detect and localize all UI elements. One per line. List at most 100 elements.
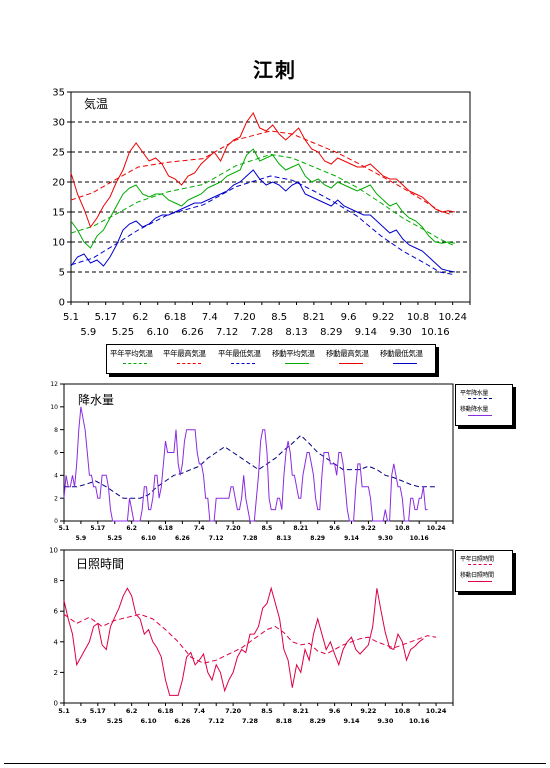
x-tick-label: 7.20 bbox=[225, 707, 242, 715]
legend-moving-max-label: 移動最高気温 bbox=[326, 349, 369, 358]
x-tick-label: 8.21 bbox=[303, 312, 325, 323]
y-tick-label: 10 bbox=[49, 546, 58, 554]
x-tick-label: 9.22 bbox=[360, 707, 376, 715]
y-tick-label: 0 bbox=[54, 518, 58, 525]
legend-normal-max-swatch bbox=[177, 363, 201, 364]
legend-normal-avg-swatch bbox=[123, 363, 147, 364]
x-tick-label: 8.5 bbox=[271, 312, 287, 323]
x-tick-label: 8.21 bbox=[293, 707, 310, 715]
x-tick-label: 10.24 bbox=[427, 525, 446, 532]
x-tick-label: 6.10 bbox=[141, 535, 156, 542]
x-tick-label: 7.4 bbox=[202, 312, 218, 323]
x-tick-label: 10.16 bbox=[410, 535, 429, 542]
sunshine-legend: 平年日照時間 移動日照時間 bbox=[455, 550, 513, 592]
y-tick-label: 8 bbox=[54, 427, 58, 434]
y-tick-label: 15 bbox=[52, 208, 65, 219]
chart-panel-0: 0 5 10 15 20 25 30 35 5.1 5.17 6.2 6.18 7.4 7.20 8.5 8.… bbox=[52, 88, 471, 338]
legend-normal-avg-label: 平年平均気温 bbox=[110, 349, 153, 358]
y-tick-label: 12 bbox=[50, 381, 58, 388]
series-line-2 bbox=[70, 175, 453, 275]
x-tick-label: 5.25 bbox=[107, 717, 124, 725]
x-tick-label: 9.22 bbox=[372, 312, 394, 323]
x-tick-label: 6.26 bbox=[181, 327, 203, 338]
series-line-1 bbox=[63, 586, 424, 696]
legend-precip-moving-label: 移動降水量 bbox=[460, 406, 489, 413]
x-tick-label: 9.14 bbox=[343, 717, 360, 725]
x-tick-label: 5.9 bbox=[75, 717, 87, 725]
legend-moving-min-swatch bbox=[393, 363, 417, 364]
x-tick-label: 8.29 bbox=[310, 717, 327, 725]
x-tick-label: 7.28 bbox=[242, 717, 259, 725]
legend-precip-normal-label: 平年降水量 bbox=[460, 390, 489, 397]
x-tick-label: 9.30 bbox=[378, 535, 393, 542]
y-tick-label: 35 bbox=[52, 88, 65, 99]
y-tick-label: 6 bbox=[54, 608, 59, 616]
legend-sun-normal-swatch bbox=[468, 564, 492, 565]
y-tick-label: 2 bbox=[54, 669, 58, 677]
temperature-legend: 平年平均気温 平年最高気温 平年最低気温 移動平均気温 移動最高気温 移動最低気… bbox=[106, 344, 436, 374]
x-tick-label: 6.2 bbox=[126, 707, 138, 715]
x-tick-label: 6.2 bbox=[126, 525, 137, 532]
series-line-0 bbox=[64, 434, 437, 499]
x-tick-label: 9.6 bbox=[329, 707, 341, 715]
x-tick-label: 7.4 bbox=[194, 525, 205, 532]
plot-frame bbox=[63, 383, 454, 522]
series-line-0 bbox=[70, 153, 453, 246]
legend-sun-moving-label: 移動日照時間 bbox=[460, 572, 494, 579]
x-tick-label: 6.18 bbox=[164, 312, 186, 323]
x-tick-label: 10.8 bbox=[395, 525, 410, 532]
x-tick-label: 5.25 bbox=[112, 327, 134, 338]
x-tick-label: 9.6 bbox=[341, 312, 357, 323]
x-tick-label: 5.9 bbox=[76, 535, 87, 542]
legend-normal-min-label: 平年最低気温 bbox=[218, 349, 261, 358]
legend-moving-avg-swatch bbox=[285, 363, 309, 364]
legend-sun-normal-label: 平年日照時間 bbox=[460, 556, 494, 563]
x-tick-label: 6.18 bbox=[157, 707, 174, 715]
x-tick-label: 6.26 bbox=[174, 717, 191, 725]
x-tick-label: 10.24 bbox=[438, 312, 467, 323]
x-tick-label: 7.20 bbox=[233, 312, 255, 323]
legend-moving-min-label: 移動最低気温 bbox=[380, 349, 423, 358]
y-tick-label: 4 bbox=[54, 638, 59, 646]
x-tick-label: 5.1 bbox=[63, 312, 79, 323]
y-axis-label: 降水量 bbox=[78, 393, 114, 407]
legend-sun-moving-swatch bbox=[468, 581, 492, 582]
legend-precip-normal-swatch bbox=[468, 398, 492, 399]
x-tick-label: 8.13 bbox=[285, 327, 307, 338]
series-line-5 bbox=[70, 169, 455, 273]
x-tick-label: 5.1 bbox=[58, 707, 70, 715]
x-tick-label: 9.6 bbox=[329, 525, 340, 532]
plot-frame bbox=[63, 549, 454, 704]
x-tick-label: 6.10 bbox=[147, 327, 169, 338]
x-tick-label: 7.20 bbox=[226, 525, 241, 532]
bottom-rule bbox=[4, 763, 546, 764]
x-tick-label: 5.17 bbox=[90, 707, 106, 715]
x-tick-label: 8.5 bbox=[261, 707, 273, 715]
legend-normal-max-label: 平年最高気温 bbox=[163, 349, 206, 358]
legend-moving-max-swatch bbox=[339, 363, 363, 364]
x-tick-label: 10.8 bbox=[394, 707, 411, 715]
y-tick-label: 0 bbox=[54, 699, 58, 707]
x-tick-label: 6.10 bbox=[141, 717, 158, 725]
x-tick-label: 10.8 bbox=[407, 312, 429, 323]
x-tick-label: 9.22 bbox=[361, 525, 376, 532]
x-tick-label: 7.12 bbox=[208, 717, 224, 725]
x-tick-label: 5.17 bbox=[95, 312, 117, 323]
x-tick-label: 8.13 bbox=[276, 535, 291, 542]
x-tick-label: 7.28 bbox=[243, 535, 258, 542]
x-tick-label: 7.4 bbox=[194, 707, 206, 715]
series-line-3 bbox=[70, 148, 455, 249]
x-tick-label: 9.14 bbox=[344, 535, 359, 542]
y-tick-label: 4 bbox=[54, 472, 58, 479]
series-line-4 bbox=[70, 112, 455, 229]
y-tick-label: 20 bbox=[52, 178, 65, 189]
x-tick-label: 6.18 bbox=[158, 525, 173, 532]
x-tick-label: 7.12 bbox=[216, 327, 238, 338]
plot-frame bbox=[70, 91, 471, 303]
chart-panel-1: 0 2 4 6 8 10 12 5.1 5.17 6.2 6.18 7.4 7.20 8.5 8.21 9.6… bbox=[50, 381, 454, 542]
x-tick-label: 6.2 bbox=[132, 312, 148, 323]
y-tick-label: 5 bbox=[59, 268, 65, 279]
x-tick-label: 8.29 bbox=[310, 535, 325, 542]
